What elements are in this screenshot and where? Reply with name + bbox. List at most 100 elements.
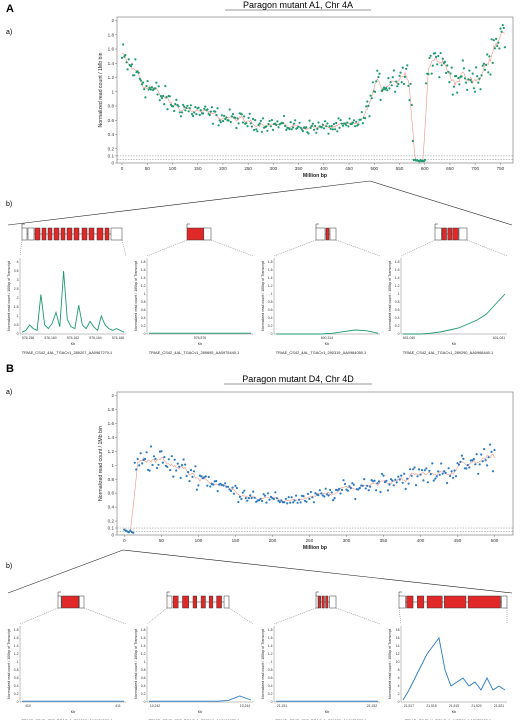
data-point xyxy=(501,24,504,27)
data-point xyxy=(454,475,458,478)
data-point xyxy=(388,87,391,90)
data-point xyxy=(197,106,200,109)
cov-y-tick-label: 0.4 xyxy=(395,316,400,320)
cov-y-tick-label: 0 xyxy=(271,700,273,704)
data-point xyxy=(216,490,219,493)
data-point xyxy=(404,487,407,490)
x-tick-label: 150 xyxy=(194,166,202,171)
data-point xyxy=(178,465,181,468)
gene-exon xyxy=(47,227,53,241)
data-point xyxy=(503,46,506,49)
cov-y-tick-label: 1 xyxy=(17,314,19,318)
data-point xyxy=(253,496,256,499)
data-point xyxy=(363,478,366,481)
data-point xyxy=(386,489,389,492)
data-point xyxy=(284,497,287,500)
zoom-line xyxy=(7,180,371,226)
data-point xyxy=(471,72,474,75)
data-point xyxy=(127,58,130,61)
data-point xyxy=(200,475,203,478)
gene-exon xyxy=(79,595,85,609)
data-point xyxy=(493,448,496,452)
cov-y-tick-label: 1.4 xyxy=(141,644,146,648)
cov-y-axis-label: Normalized read count / 100bp of Transcr… xyxy=(134,629,138,699)
data-point xyxy=(284,124,287,128)
data-point xyxy=(148,469,151,472)
data-point xyxy=(265,125,268,128)
data-point xyxy=(142,81,145,84)
data-point xyxy=(348,485,351,488)
data-point xyxy=(187,471,190,474)
data-point xyxy=(354,125,357,128)
data-point xyxy=(134,58,137,61)
data-point xyxy=(331,128,334,131)
cov-y-tick-label: 0 xyxy=(271,332,273,336)
data-point xyxy=(229,120,232,124)
data-point xyxy=(259,119,262,122)
data-point xyxy=(407,482,410,485)
data-point xyxy=(223,114,226,117)
data-point xyxy=(229,489,233,493)
data-point xyxy=(340,122,343,125)
data-point xyxy=(129,529,132,532)
projection-line xyxy=(19,239,23,257)
gene-exon xyxy=(66,227,73,241)
y-tick-label: 1.6 xyxy=(108,47,115,52)
data-point xyxy=(485,63,488,67)
cov-y-tick-label: 1.2 xyxy=(141,652,146,656)
data-point xyxy=(219,121,222,124)
data-point xyxy=(402,82,405,86)
data-point xyxy=(458,83,461,86)
data-point xyxy=(219,482,222,485)
data-point xyxy=(182,458,185,461)
data-point xyxy=(141,462,144,465)
gene-name-label: TRIAE_CS42_4AL_TGACv1_289207_AA0967270.1 xyxy=(22,350,112,355)
data-point xyxy=(333,497,336,500)
y-axis-label: Normalized read count / 1Mb bin xyxy=(98,52,104,127)
gene-exon xyxy=(406,595,414,609)
data-point xyxy=(236,117,239,120)
data-point xyxy=(361,484,364,487)
data-point xyxy=(457,77,460,80)
data-point xyxy=(181,464,184,467)
chart-a: 0 0.1 0.2 0.4 0.6 0.8 1 1.2 1.4 1.6 1.8 2 0 50 100 150 2… xyxy=(98,16,514,179)
data-point xyxy=(447,70,450,73)
cov-x-axis-label: Kb xyxy=(452,710,456,714)
cov-x-tick-label: 21,521 xyxy=(494,704,504,708)
data-point xyxy=(477,81,480,84)
data-point xyxy=(398,74,401,77)
projection-line xyxy=(83,607,127,625)
data-point xyxy=(332,122,336,126)
data-point xyxy=(235,486,238,490)
data-point xyxy=(397,475,400,478)
data-point xyxy=(250,125,253,128)
gene-exon xyxy=(315,227,326,241)
data-point xyxy=(305,126,308,129)
data-point xyxy=(414,484,418,487)
data-point xyxy=(224,482,227,485)
data-point xyxy=(231,486,234,489)
data-point xyxy=(241,121,245,124)
data-point xyxy=(237,500,240,504)
gene-exon xyxy=(81,227,88,241)
data-point xyxy=(459,460,462,463)
cov-y-tick-label: 0.4 xyxy=(268,684,273,688)
cov-x-axis-label: Kb xyxy=(71,710,75,714)
data-point xyxy=(185,106,188,109)
data-point xyxy=(175,98,178,101)
chart-b: 0 0.1 0.2 0.4 0.6 0.8 1 1.2 1.4 1.6 1.8 2 0 50 100 150 2… xyxy=(98,391,514,551)
data-point xyxy=(155,81,158,84)
data-point xyxy=(491,470,495,473)
data-point xyxy=(179,115,182,118)
data-point xyxy=(368,115,371,118)
data-point xyxy=(422,479,425,482)
gene-exon xyxy=(315,595,319,609)
data-point xyxy=(324,120,327,123)
data-point xyxy=(245,122,248,125)
data-point xyxy=(212,483,215,486)
projection-line xyxy=(335,607,381,625)
data-point xyxy=(352,483,355,486)
gene-exon xyxy=(192,595,198,609)
cov-x-axis-label: Kb xyxy=(198,710,202,714)
data-point xyxy=(377,75,380,79)
